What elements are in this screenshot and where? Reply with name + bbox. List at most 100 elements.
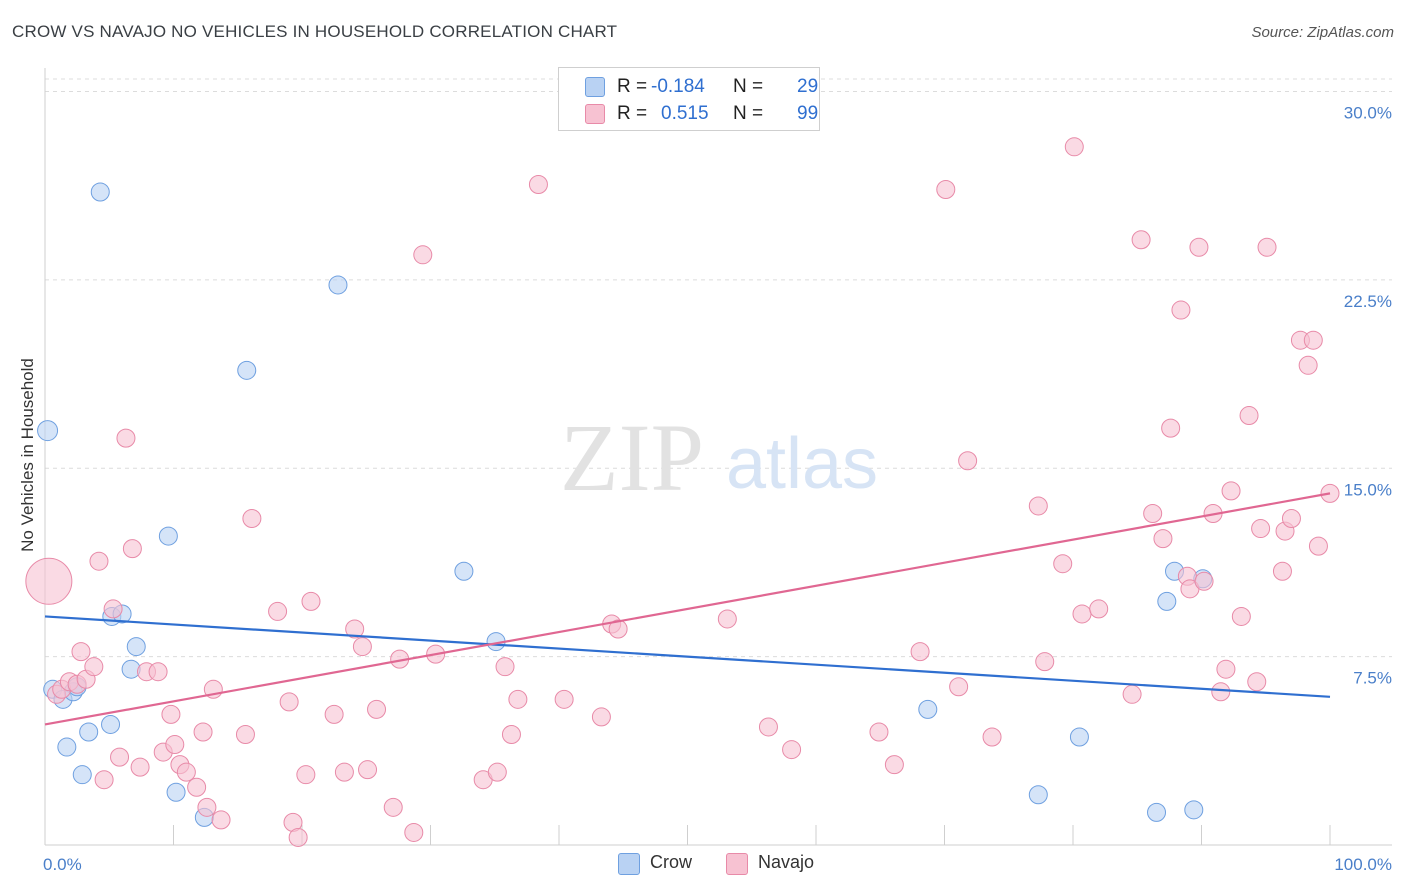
navajo-point	[1251, 519, 1271, 539]
crow-point	[328, 275, 348, 295]
y-tick-label: 7.5%	[1353, 669, 1392, 688]
navajo-point	[1298, 355, 1318, 375]
crow-point	[454, 561, 474, 581]
watermark-zip: ZIP	[560, 404, 704, 511]
watermark-atlas: atlas	[726, 424, 878, 504]
x-tick-label: 0.0%	[43, 855, 82, 874]
navajo-point	[1247, 672, 1267, 692]
navajo-point	[1281, 509, 1301, 529]
navajo-point	[324, 704, 344, 724]
navajo-point	[1161, 418, 1181, 438]
navajo-point	[936, 180, 956, 200]
navajo-point	[528, 174, 548, 194]
navajo-point	[367, 699, 387, 719]
crow-point	[237, 360, 257, 380]
legend-n-value: 99	[797, 103, 819, 124]
navajo-point	[608, 619, 628, 639]
navajo-point	[1216, 659, 1236, 679]
navajo-point	[1131, 230, 1151, 250]
legend-n-label: N =	[733, 103, 764, 124]
crow-point	[166, 782, 186, 802]
navajo-point	[1053, 554, 1073, 574]
navajo-point	[84, 657, 104, 677]
navajo-point	[103, 599, 123, 619]
crow-point	[1184, 800, 1204, 820]
navajo-point	[94, 770, 114, 790]
legend-n-label: N =	[733, 76, 764, 97]
bottom-legend-swatch-navajo	[726, 853, 748, 875]
navajo-point	[949, 677, 969, 697]
navajo-point	[884, 755, 904, 775]
navajo-point	[235, 724, 255, 744]
crow-point	[90, 182, 110, 202]
navajo-point	[495, 657, 515, 677]
navajo-point	[197, 797, 217, 817]
navajo-point	[345, 619, 365, 639]
navajo-point	[487, 762, 507, 782]
navajo-point	[1272, 561, 1292, 581]
crow-point	[101, 714, 121, 734]
navajo-point	[193, 722, 213, 742]
navajo-point	[211, 810, 231, 830]
legend-swatch-navajo	[585, 104, 605, 124]
crow-point	[79, 722, 99, 742]
navajo-point	[1239, 406, 1259, 426]
navajo-point	[301, 591, 321, 611]
legend-r-label: R =	[617, 76, 648, 97]
navajo-point	[130, 757, 150, 777]
legend-r-label: R =	[617, 103, 648, 124]
navajo-point	[279, 692, 299, 712]
navajo-point	[958, 451, 978, 471]
navajo-point	[110, 747, 130, 767]
navajo-point	[591, 707, 611, 727]
navajo-point	[1257, 237, 1277, 257]
navajo-point	[358, 760, 378, 780]
navajo-point	[758, 717, 778, 737]
chart-title: CROW VS NAVAJO NO VEHICLES IN HOUSEHOLD …	[12, 22, 618, 41]
navajo-point	[1153, 529, 1173, 549]
navajo-point	[1072, 604, 1092, 624]
navajo-point	[1308, 536, 1328, 556]
crow-trend-line	[44, 615, 1331, 698]
legend-r-value: -0.184	[651, 76, 705, 97]
navajo-point	[404, 822, 424, 842]
navajo-point	[869, 722, 889, 742]
navajo-point	[910, 642, 930, 662]
navajo-point	[982, 727, 1002, 747]
legend-swatch-crow	[585, 77, 605, 97]
navajo-point	[89, 551, 109, 571]
crow-point	[57, 737, 77, 757]
navajo-point	[782, 740, 802, 760]
correlation-legend: R = -0.184 N = 29 R = 0.515 N = 99	[558, 67, 820, 131]
navajo-point	[1122, 684, 1142, 704]
navajo-point	[508, 689, 528, 709]
navajo-point	[1028, 496, 1048, 516]
navajo-point	[1211, 682, 1231, 702]
navajo-point	[71, 642, 91, 662]
navajo-point	[268, 601, 288, 621]
bottom-legend-swatch-crow	[618, 853, 640, 875]
crow-point	[1157, 591, 1177, 611]
crow-point	[1028, 785, 1048, 805]
navajo-point	[176, 762, 196, 782]
navajo-point	[383, 797, 403, 817]
navajo-point	[1189, 237, 1209, 257]
navajo-point	[242, 509, 262, 529]
navajo-point	[1303, 330, 1323, 350]
navajo-point	[1064, 137, 1084, 157]
tick-labels: 7.5% 15.0% 22.5% 30.0% 0.0% 100.0%	[43, 104, 1392, 874]
navajo-point	[296, 765, 316, 785]
navajo-point	[116, 428, 136, 448]
navajo-point	[148, 662, 168, 682]
x-tick-label: 100.0%	[1334, 855, 1392, 874]
crow-point	[158, 526, 178, 546]
navajo-point	[122, 539, 142, 559]
navajo-point	[352, 637, 372, 657]
source-label: Source: ZipAtlas.com	[1251, 24, 1394, 41]
axes	[44, 68, 1392, 846]
navajo-point	[413, 245, 433, 265]
navajo-point	[161, 704, 181, 724]
navajo-point	[1221, 481, 1241, 501]
navajo-point	[1143, 503, 1163, 523]
crow-point	[1147, 802, 1167, 822]
